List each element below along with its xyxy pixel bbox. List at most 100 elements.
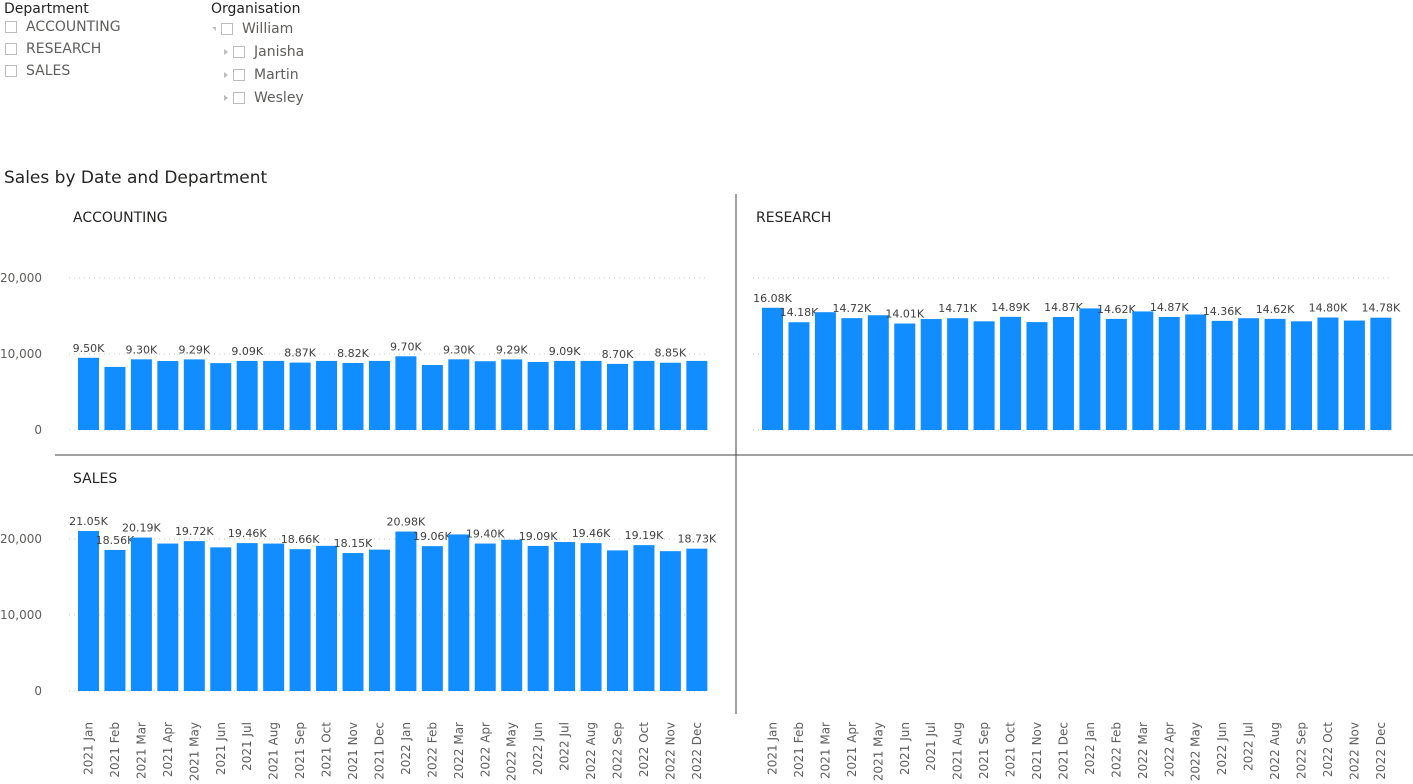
checkbox[interactable] (5, 65, 17, 77)
bar[interactable] (1370, 317, 1392, 430)
x-tick-label: 2021 Nov (346, 722, 360, 780)
bar[interactable] (501, 359, 523, 430)
bar[interactable] (395, 356, 417, 430)
bar[interactable] (501, 539, 523, 691)
bar[interactable] (130, 359, 152, 430)
bar[interactable] (421, 546, 443, 691)
bar[interactable] (633, 545, 655, 691)
bar[interactable] (659, 362, 681, 430)
org-item-child[interactable]: Wesley (224, 86, 407, 109)
expand-right-icon[interactable] (224, 71, 228, 78)
bar[interactable] (316, 545, 338, 691)
data-label: 14.18K (780, 306, 819, 319)
bar[interactable] (867, 315, 889, 430)
checkbox[interactable] (5, 43, 17, 55)
bar[interactable] (183, 359, 205, 430)
checkbox[interactable] (233, 45, 245, 58)
bar[interactable] (894, 323, 916, 430)
bar[interactable] (1052, 316, 1074, 430)
checkbox[interactable] (5, 21, 17, 33)
org-item-label: Janisha (254, 43, 305, 60)
bar[interactable] (263, 543, 285, 691)
bar[interactable] (78, 357, 99, 430)
bar[interactable] (474, 361, 496, 430)
bar[interactable] (342, 553, 364, 691)
bar[interactable] (1264, 318, 1286, 430)
bar[interactable] (580, 360, 602, 430)
bar[interactable] (947, 318, 969, 430)
bar[interactable] (368, 360, 390, 430)
expand-right-icon[interactable] (224, 48, 228, 55)
x-tick-label: 2022 Feb (1109, 722, 1123, 778)
bar[interactable] (1000, 316, 1022, 430)
bar[interactable] (157, 543, 179, 691)
bar[interactable] (1105, 318, 1127, 430)
bar[interactable] (104, 549, 126, 691)
bar[interactable] (527, 361, 549, 430)
bar[interactable] (474, 543, 496, 691)
department-item[interactable]: ACCOUNTING (5, 16, 200, 38)
checkbox[interactable] (233, 68, 245, 81)
org-item-root[interactable]: William (212, 18, 407, 40)
checkbox[interactable] (221, 23, 233, 35)
bar[interactable] (1291, 321, 1312, 430)
bar[interactable] (78, 531, 99, 691)
bar[interactable] (762, 307, 783, 430)
bar[interactable] (554, 542, 576, 691)
expand-right-icon[interactable] (224, 94, 228, 101)
bar[interactable] (607, 550, 628, 691)
bar[interactable] (157, 360, 179, 430)
checkbox[interactable] (233, 91, 245, 104)
bar[interactable] (973, 321, 995, 430)
bar[interactable] (368, 549, 390, 691)
bar[interactable] (1238, 318, 1260, 430)
department-item[interactable]: SALES (5, 60, 200, 82)
bar[interactable] (395, 531, 417, 691)
bar[interactable] (527, 545, 549, 691)
bar[interactable] (841, 318, 863, 430)
bar[interactable] (607, 363, 628, 430)
organisation-slicer: Organisation William Janisha Martin Wesley (207, 0, 407, 109)
bar[interactable] (210, 547, 232, 691)
bar[interactable] (421, 365, 443, 430)
bar[interactable] (1343, 320, 1365, 430)
bar[interactable] (1079, 308, 1101, 430)
bar[interactable] (263, 360, 285, 430)
data-label: 9.30K (126, 343, 158, 356)
bar[interactable] (1158, 316, 1180, 430)
bar[interactable] (1317, 317, 1339, 430)
expand-down-icon[interactable] (212, 27, 216, 31)
bar[interactable] (130, 537, 152, 691)
bar[interactable] (1185, 314, 1207, 430)
data-label: 14.71K (938, 302, 977, 315)
bar[interactable] (814, 312, 836, 430)
bar[interactable] (236, 543, 258, 691)
org-item-child[interactable]: Janisha (224, 40, 407, 63)
bar[interactable] (210, 363, 232, 430)
bar[interactable] (659, 551, 681, 691)
department-item[interactable]: RESEARCH (5, 38, 200, 60)
bar[interactable] (788, 322, 810, 430)
bar[interactable] (448, 359, 470, 430)
bar[interactable] (289, 549, 311, 691)
bar[interactable] (1211, 320, 1233, 430)
bar[interactable] (1132, 311, 1154, 430)
bar[interactable] (104, 366, 126, 430)
bar[interactable] (342, 362, 364, 430)
bar[interactable] (686, 360, 708, 430)
bar[interactable] (183, 541, 205, 691)
data-label: 14.01K (885, 308, 924, 321)
bar[interactable] (289, 362, 311, 430)
bar[interactable] (580, 543, 602, 691)
data-label: 18.56K (96, 534, 135, 547)
bar[interactable] (1026, 322, 1048, 430)
bar[interactable] (316, 360, 338, 430)
bar[interactable] (686, 548, 708, 691)
x-tick-label: 2021 Jul (924, 722, 938, 771)
bar[interactable] (448, 534, 470, 691)
bar[interactable] (236, 360, 258, 430)
bar[interactable] (920, 319, 942, 430)
bar[interactable] (633, 360, 655, 430)
bar[interactable] (554, 360, 576, 430)
org-item-child[interactable]: Martin (224, 63, 407, 86)
